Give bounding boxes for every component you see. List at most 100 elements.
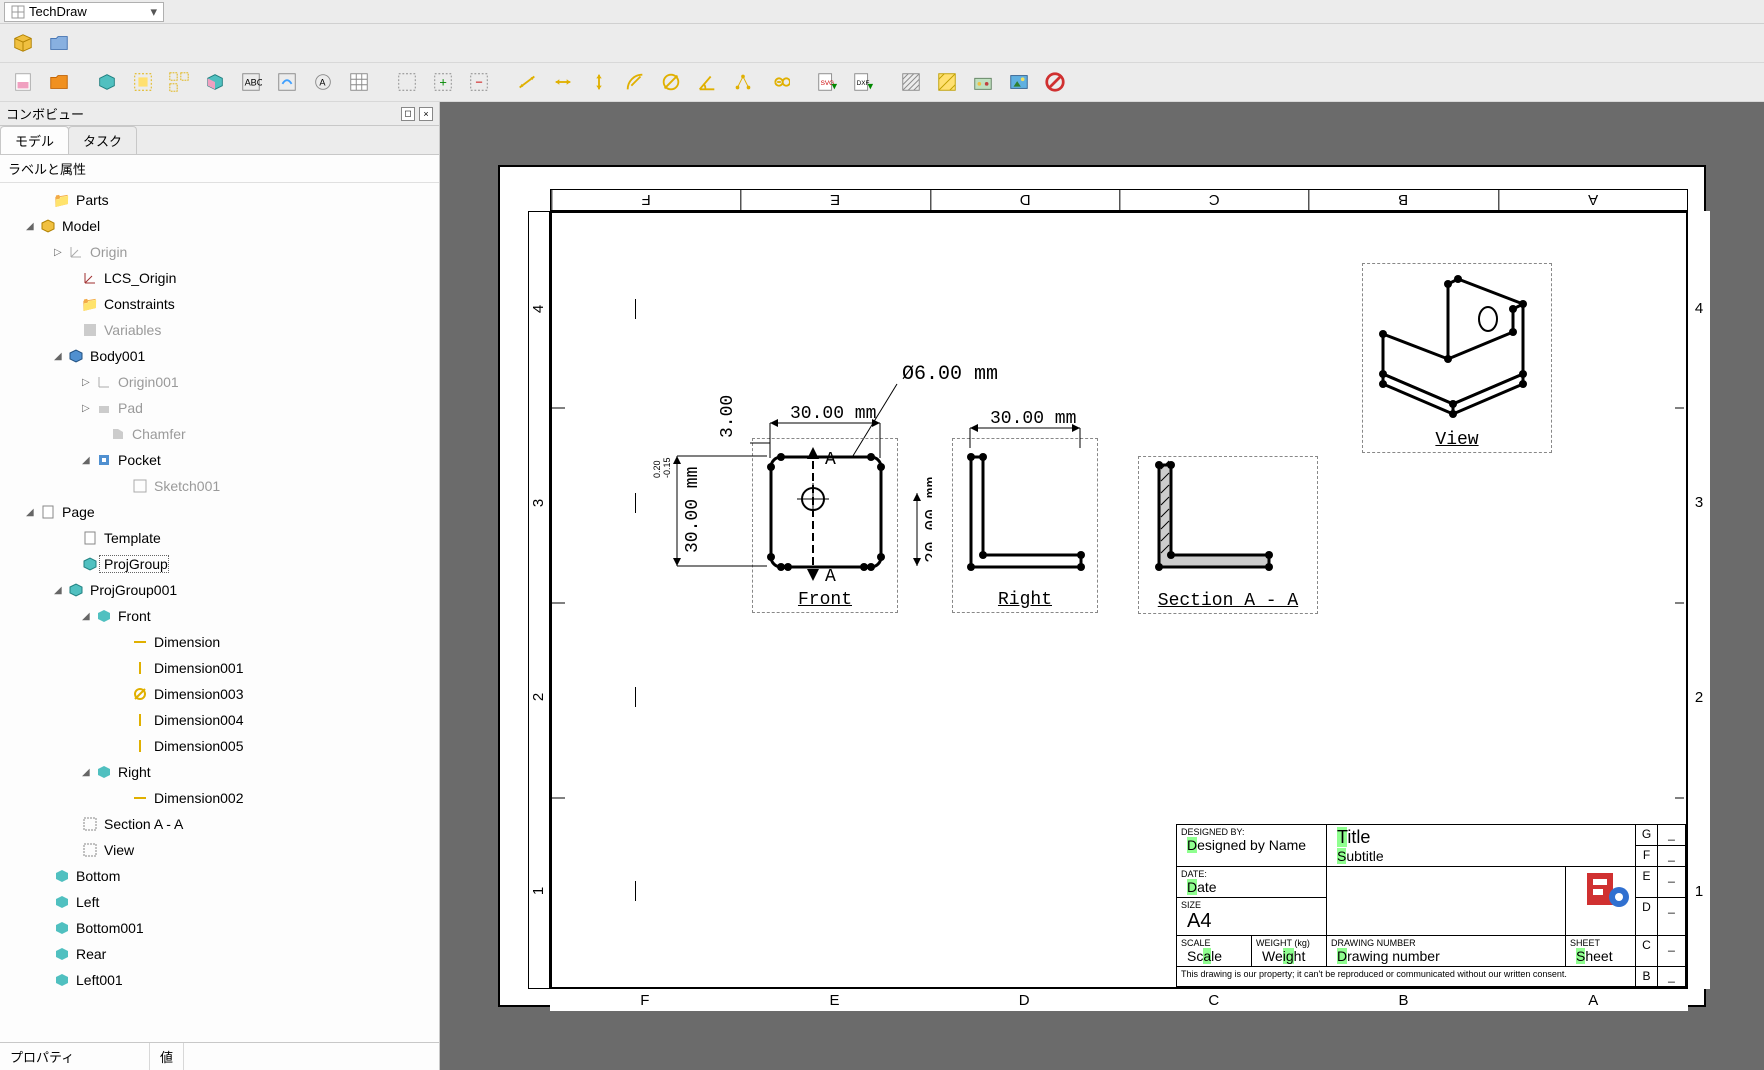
- tree-item-dimension003[interactable]: Dimension003: [0, 681, 439, 707]
- tree-item-page[interactable]: ◢Page: [0, 499, 439, 525]
- workbench-bar: TechDraw: [0, 0, 1764, 24]
- tree-item-lcs-origin[interactable]: LCS_Origin: [0, 265, 439, 291]
- svg-text:A: A: [319, 78, 326, 88]
- vert-dim-icon[interactable]: [584, 67, 614, 97]
- horiz-dim-icon[interactable]: [548, 67, 578, 97]
- tree-item-dimension001[interactable]: Dimension001: [0, 655, 439, 681]
- draft-view-icon[interactable]: [272, 67, 302, 97]
- tb-dwgno[interactable]: rawing number: [1347, 948, 1440, 964]
- tree-item-template[interactable]: Template: [0, 525, 439, 551]
- tree-item-bottom[interactable]: Bottom: [0, 863, 439, 889]
- property-header: プロパティ 値: [0, 1042, 439, 1070]
- projection-group-icon[interactable]: [164, 67, 194, 97]
- tree-item-projgroup[interactable]: ProjGroup: [0, 551, 439, 577]
- insert-page-template-icon[interactable]: [44, 67, 74, 97]
- tree-item-chamfer[interactable]: Chamfer: [0, 421, 439, 447]
- tree-item-constraints[interactable]: 📁Constraints: [0, 291, 439, 317]
- symbol-icon[interactable]: [968, 67, 998, 97]
- clip-group-icon[interactable]: [392, 67, 422, 97]
- ruler-top: F E D C B A: [550, 189, 1688, 211]
- tree-item-projgroup001[interactable]: ◢ProjGroup001: [0, 577, 439, 603]
- dim-30-h1: 30.00 mm: [790, 404, 876, 424]
- tree-item-model[interactable]: ◢Model: [0, 213, 439, 239]
- tree-item-origin[interactable]: ▷Origin: [0, 239, 439, 265]
- link-dim-icon[interactable]: [764, 67, 794, 97]
- tol-lower: -0.15: [662, 457, 672, 478]
- ruler-bottom: F E D C B A: [550, 989, 1688, 1011]
- tb-date[interactable]: ate: [1197, 879, 1216, 895]
- tab-model[interactable]: モデル: [0, 126, 69, 154]
- tree-item-pad[interactable]: ▷Pad: [0, 395, 439, 421]
- tree-item-bottom001[interactable]: Bottom001: [0, 915, 439, 941]
- panel-close-icon[interactable]: ×: [419, 107, 433, 121]
- ruler-left: 4 3 2 1: [528, 211, 550, 989]
- tabs: モデル タスク: [0, 126, 439, 155]
- image-icon[interactable]: [1004, 67, 1034, 97]
- tree-item-origin001[interactable]: ▷Origin001: [0, 369, 439, 395]
- workbench-name: TechDraw: [29, 4, 87, 19]
- svg-text:DXF: DXF: [857, 80, 870, 87]
- tb-subtitle[interactable]: ubtitle: [1346, 848, 1383, 864]
- geom-hatch-icon[interactable]: [932, 67, 962, 97]
- section-view[interactable]: Section A - A: [1138, 456, 1318, 614]
- ruler-right: 4 3 2 1: [1688, 211, 1710, 989]
- tree-item-sketch001[interactable]: Sketch001: [0, 473, 439, 499]
- tb-size: A4: [1181, 910, 1322, 933]
- svg-text:+: +: [439, 75, 447, 90]
- detail-view-icon[interactable]: ABC: [236, 67, 266, 97]
- spreadsheet-view-icon[interactable]: [344, 67, 374, 97]
- model-tree[interactable]: 📁Parts ◢Model ▷Origin LCS_Origin 📁Constr…: [0, 183, 439, 997]
- tree-item-variables[interactable]: Variables: [0, 317, 439, 343]
- tab-task[interactable]: タスク: [68, 126, 137, 154]
- hatch-icon[interactable]: [896, 67, 926, 97]
- tol-upper: 0.20: [652, 460, 662, 478]
- diameter-dim-icon[interactable]: [656, 67, 686, 97]
- dim-30-v: 30.00 mm: [683, 467, 703, 553]
- tree-item-left[interactable]: Left: [0, 889, 439, 915]
- right-view[interactable]: Right: [952, 438, 1098, 613]
- length-dim-icon[interactable]: [512, 67, 542, 97]
- clip-add-icon[interactable]: +: [428, 67, 458, 97]
- tree-item-dimension005[interactable]: Dimension005: [0, 733, 439, 759]
- tree-item-rear[interactable]: Rear: [0, 941, 439, 967]
- radius-dim-icon[interactable]: [620, 67, 650, 97]
- tb-designed[interactable]: esigned by Name: [1197, 837, 1306, 853]
- arch-view-icon[interactable]: A: [308, 67, 338, 97]
- dim-20: 20.00 mm: [923, 477, 932, 563]
- tree-item-front[interactable]: ◢Front: [0, 603, 439, 629]
- tree-item-view[interactable]: View: [0, 837, 439, 863]
- tree-item-parts[interactable]: 📁Parts: [0, 187, 439, 213]
- insert-view-icon[interactable]: [92, 67, 122, 97]
- insert-active-view-icon[interactable]: [128, 67, 158, 97]
- tree-header: ラベルと属性: [0, 155, 439, 183]
- tree-item-dimension004[interactable]: Dimension004: [0, 707, 439, 733]
- svg-text:SVG: SVG: [821, 80, 835, 87]
- insert-page-icon[interactable]: [8, 67, 38, 97]
- export-dxf-icon[interactable]: DXF: [848, 67, 878, 97]
- export-svg-icon[interactable]: SVG: [812, 67, 842, 97]
- tree-item-right-view[interactable]: ◢Right: [0, 759, 439, 785]
- svg-text:ABC: ABC: [245, 78, 262, 88]
- dim-30-h2: 30.00 mm: [990, 409, 1076, 429]
- tree-item-dimension002[interactable]: Dimension002: [0, 785, 439, 811]
- section-view-icon[interactable]: [200, 67, 230, 97]
- tree-item-left001[interactable]: Left001: [0, 967, 439, 993]
- workbench-selector[interactable]: TechDraw: [4, 2, 164, 22]
- tree-item-body001[interactable]: ◢Body001: [0, 343, 439, 369]
- part-icon[interactable]: [8, 28, 38, 58]
- tb-title[interactable]: itle: [1347, 827, 1370, 847]
- iso-view[interactable]: View: [1362, 263, 1552, 453]
- title-block: DESIGNED BY: Designed by Name Title Subt…: [1176, 824, 1686, 987]
- drawing-canvas[interactable]: F E D C B A F E D C B A 4 3 2 1: [440, 102, 1764, 1070]
- folder-icon[interactable]: [44, 28, 74, 58]
- toggle-frame-icon[interactable]: [1040, 67, 1070, 97]
- tree-item-section[interactable]: Section A - A: [0, 811, 439, 837]
- tree-item-pocket[interactable]: ◢Pocket: [0, 447, 439, 473]
- angle3pt-dim-icon[interactable]: [728, 67, 758, 97]
- angle-dim-icon[interactable]: [692, 67, 722, 97]
- clip-remove-icon[interactable]: −: [464, 67, 494, 97]
- toolbar-row-2: ABC A + − SVG DXF: [0, 63, 1764, 102]
- panel-float-icon[interactable]: ◻: [401, 107, 415, 121]
- tree-item-dimension[interactable]: Dimension: [0, 629, 439, 655]
- tb-sheet[interactable]: heet: [1585, 948, 1612, 964]
